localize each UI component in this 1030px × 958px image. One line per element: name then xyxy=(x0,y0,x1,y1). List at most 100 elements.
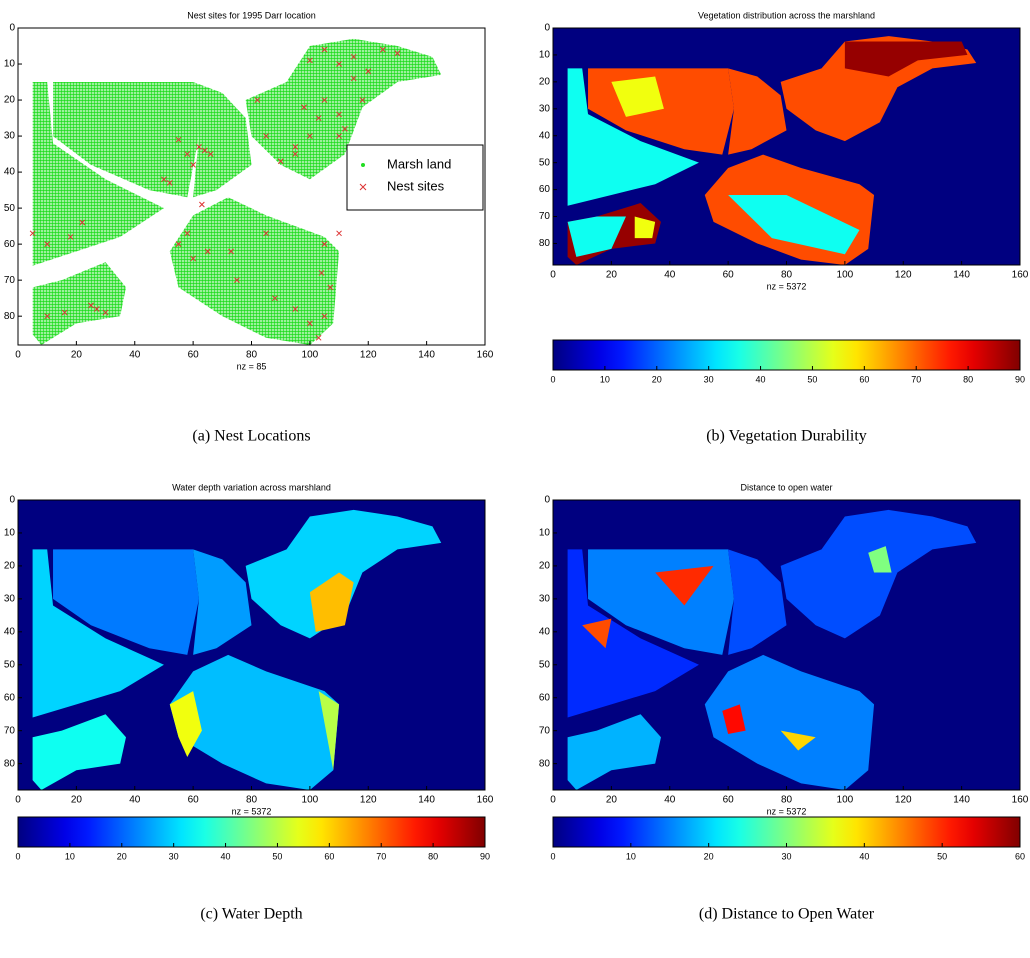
plot-area xyxy=(553,28,1020,265)
marsh-region xyxy=(53,82,199,198)
nest-marker xyxy=(321,46,328,53)
caption: (d) Distance to Open Water xyxy=(699,906,875,923)
y-tick-label: 60 xyxy=(4,239,16,250)
y-tick-label: 20 xyxy=(539,561,551,572)
colorbar-tick-label: 40 xyxy=(859,851,869,861)
nest-marker xyxy=(184,151,191,157)
x-tick-label: 60 xyxy=(188,795,200,806)
nest-marker xyxy=(199,201,205,208)
heatmap-region xyxy=(169,654,340,790)
heatmap-region xyxy=(318,691,340,771)
x-tick-label: 40 xyxy=(129,795,141,806)
x-tick-label: 40 xyxy=(664,795,676,806)
colorbar-tick-label: 0 xyxy=(15,851,20,861)
heatmap-region xyxy=(704,654,875,790)
plot-area xyxy=(29,38,442,345)
nest-marker xyxy=(394,50,401,57)
nest-marker xyxy=(93,306,100,312)
nest-marker xyxy=(175,136,182,143)
colorbar xyxy=(17,816,486,848)
plot-title: Nest sites for 1995 Darr location xyxy=(187,10,316,20)
colorbar-tick-label: 30 xyxy=(781,851,791,861)
nest-marker xyxy=(166,180,173,186)
x-tick-label: 40 xyxy=(664,270,676,281)
colorbar-tick-label: 80 xyxy=(963,374,973,384)
x-tick-label: 100 xyxy=(837,795,854,806)
colorbar-tick-label: 50 xyxy=(937,851,947,861)
y-tick-label: 50 xyxy=(539,157,551,168)
nest-marker xyxy=(102,309,109,316)
caption: (b) Vegetation Durability xyxy=(706,428,867,445)
heatmap-region xyxy=(728,194,860,255)
nest-marker xyxy=(184,230,191,237)
x-tick-label: 100 xyxy=(302,350,319,361)
x-tick-label: 120 xyxy=(360,350,377,361)
y-tick-label: 10 xyxy=(539,528,551,539)
nest-marker xyxy=(321,97,328,103)
legend-label: Nest sites xyxy=(387,178,445,193)
nest-marker xyxy=(307,320,313,327)
x-tick-label: 140 xyxy=(953,795,970,806)
x-tick-label: 0 xyxy=(550,270,556,281)
x-tick-label: 40 xyxy=(129,350,141,361)
x-tick-label: 0 xyxy=(15,795,21,806)
x-tick-label: 100 xyxy=(302,795,319,806)
nest-marker xyxy=(307,57,313,64)
marsh-region xyxy=(245,38,442,180)
colorbar-tick-label: 10 xyxy=(626,851,636,861)
x-axis-label: nz = 85 xyxy=(237,361,267,371)
y-tick-label: 60 xyxy=(539,184,551,195)
x-tick-label: 160 xyxy=(477,795,494,806)
x-tick-label: 160 xyxy=(477,350,494,361)
y-tick-label: 50 xyxy=(4,203,16,214)
nest-marker xyxy=(201,147,208,154)
x-tick-label: 120 xyxy=(895,795,912,806)
nest-marker xyxy=(271,295,278,302)
y-tick-label: 50 xyxy=(4,659,16,670)
colorbar-tick-label: 20 xyxy=(117,851,127,861)
x-tick-label: 20 xyxy=(71,795,83,806)
nest-marker xyxy=(228,248,234,255)
colorbar-tick-label: 90 xyxy=(1015,374,1025,384)
heatmap-region xyxy=(844,41,968,77)
x-tick-label: 80 xyxy=(781,270,793,281)
nest-marker xyxy=(379,46,386,53)
x-tick-label: 140 xyxy=(953,270,970,281)
y-tick-label: 30 xyxy=(539,103,551,114)
nest-marker xyxy=(342,126,348,132)
heatmap-region xyxy=(193,549,252,655)
nest-marker xyxy=(336,61,342,67)
heatmap-region xyxy=(868,546,892,573)
x-tick-label: 0 xyxy=(15,350,21,361)
y-tick-label: 30 xyxy=(4,594,16,605)
nest-marker xyxy=(336,133,342,139)
y-tick-label: 60 xyxy=(4,692,16,703)
x-axis-label: nz = 5372 xyxy=(767,281,807,291)
nest-marker xyxy=(175,241,182,247)
x-tick-label: 160 xyxy=(1012,270,1029,281)
colorbar-tick-label: 20 xyxy=(704,851,714,861)
nest-marker xyxy=(292,151,299,157)
heatmap-region xyxy=(32,549,164,718)
colorbar-tick-label: 0 xyxy=(550,851,555,861)
plot-area xyxy=(18,500,485,790)
nest-marker xyxy=(321,313,328,320)
heatmap-region xyxy=(634,216,656,239)
y-tick-label: 10 xyxy=(4,528,16,539)
heatmap-region xyxy=(722,704,746,734)
colorbar-tick-label: 50 xyxy=(807,374,817,384)
colorbar-tick-label: 90 xyxy=(480,851,490,861)
nest-marker xyxy=(196,144,202,150)
x-tick-label: 120 xyxy=(895,270,912,281)
nest-marker xyxy=(315,115,322,121)
nest-marker xyxy=(336,230,342,237)
heatmap-region xyxy=(780,509,977,639)
x-tick-label: 20 xyxy=(606,795,618,806)
nest-marker xyxy=(44,241,51,247)
nest-marker xyxy=(321,241,328,247)
nest-marker xyxy=(44,313,51,320)
marsh-region xyxy=(32,82,164,266)
y-tick-label: 30 xyxy=(539,594,551,605)
x-tick-label: 20 xyxy=(71,350,83,361)
nest-marker xyxy=(67,234,74,240)
